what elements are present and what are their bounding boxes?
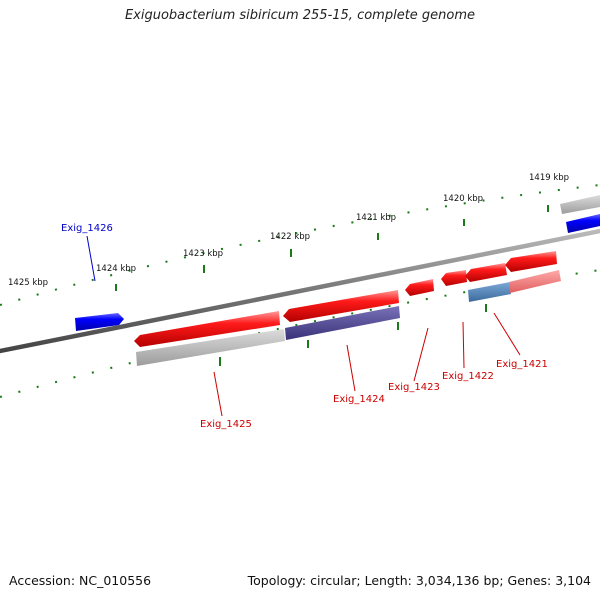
feature-purple-exig-1424 [285, 306, 400, 340]
gene-label-exig-1425[interactable]: Exig_1425 [200, 419, 252, 430]
gene-label-exig-1422[interactable]: Exig_1422 [442, 371, 494, 382]
kbp-label-1423: 1423 kbp [183, 249, 223, 259]
genome-backbone [0, 228, 600, 354]
gene-label-exig-1424[interactable]: Exig_1424 [333, 394, 385, 405]
genome-summary-text: Topology: circular; Length: 3,034,136 bp… [247, 573, 591, 588]
gene-label-exig-1426[interactable]: Exig_1426 [61, 223, 113, 234]
kbp-label-1421: 1421 kbp [356, 213, 396, 223]
kbp-label-1424: 1424 kbp [96, 264, 136, 274]
feature-pink-exig-1421 [509, 270, 561, 293]
gene-arrow-exig-1422[interactable] [441, 270, 467, 286]
feature-steel-exig-1421 [468, 282, 511, 302]
feature-grey-right-edge [560, 195, 600, 214]
gene-arrow-exig-1423[interactable] [405, 279, 434, 296]
kbp-label-1422: 1422 kbp [270, 232, 310, 242]
leader-exig-1421 [493, 312, 521, 356]
leader-exig-1423 [413, 327, 429, 382]
gene-arrow-exig-1421[interactable] [465, 263, 507, 282]
accession-text: Accession: NC_010556 [9, 573, 152, 588]
gene-arrow-exig-1420[interactable] [505, 251, 557, 272]
leader-exig-1425 [213, 371, 223, 417]
feature-grey-exig-1425 [136, 329, 285, 366]
gene-label-exig-1421[interactable]: Exig_1421 [496, 359, 548, 370]
leader-exig-1422 [462, 321, 465, 369]
map-title: Exiguobacterium sibiricum 255-15, comple… [124, 8, 476, 23]
outer-tick-ring [0, 184, 600, 306]
inner-tick-ring [0, 269, 600, 398]
gene-arrow-exig-1424[interactable] [283, 290, 399, 322]
gene-label-exig-1423[interactable]: Exig_1423 [388, 382, 440, 393]
leader-exig-1426 [86, 235, 96, 282]
kbp-label-1420: 1420 kbp [443, 194, 483, 204]
leader-exig-1424 [346, 344, 356, 392]
gene-arrow-exig-1425[interactable] [134, 311, 280, 347]
kbp-label-1425: 1425 kbp [8, 278, 48, 288]
kbp-label-1419: 1419 kbp [529, 173, 569, 183]
gene-arrow-exig-1426[interactable] [75, 313, 124, 331]
gene-arrow-right-edge[interactable] [566, 214, 600, 233]
